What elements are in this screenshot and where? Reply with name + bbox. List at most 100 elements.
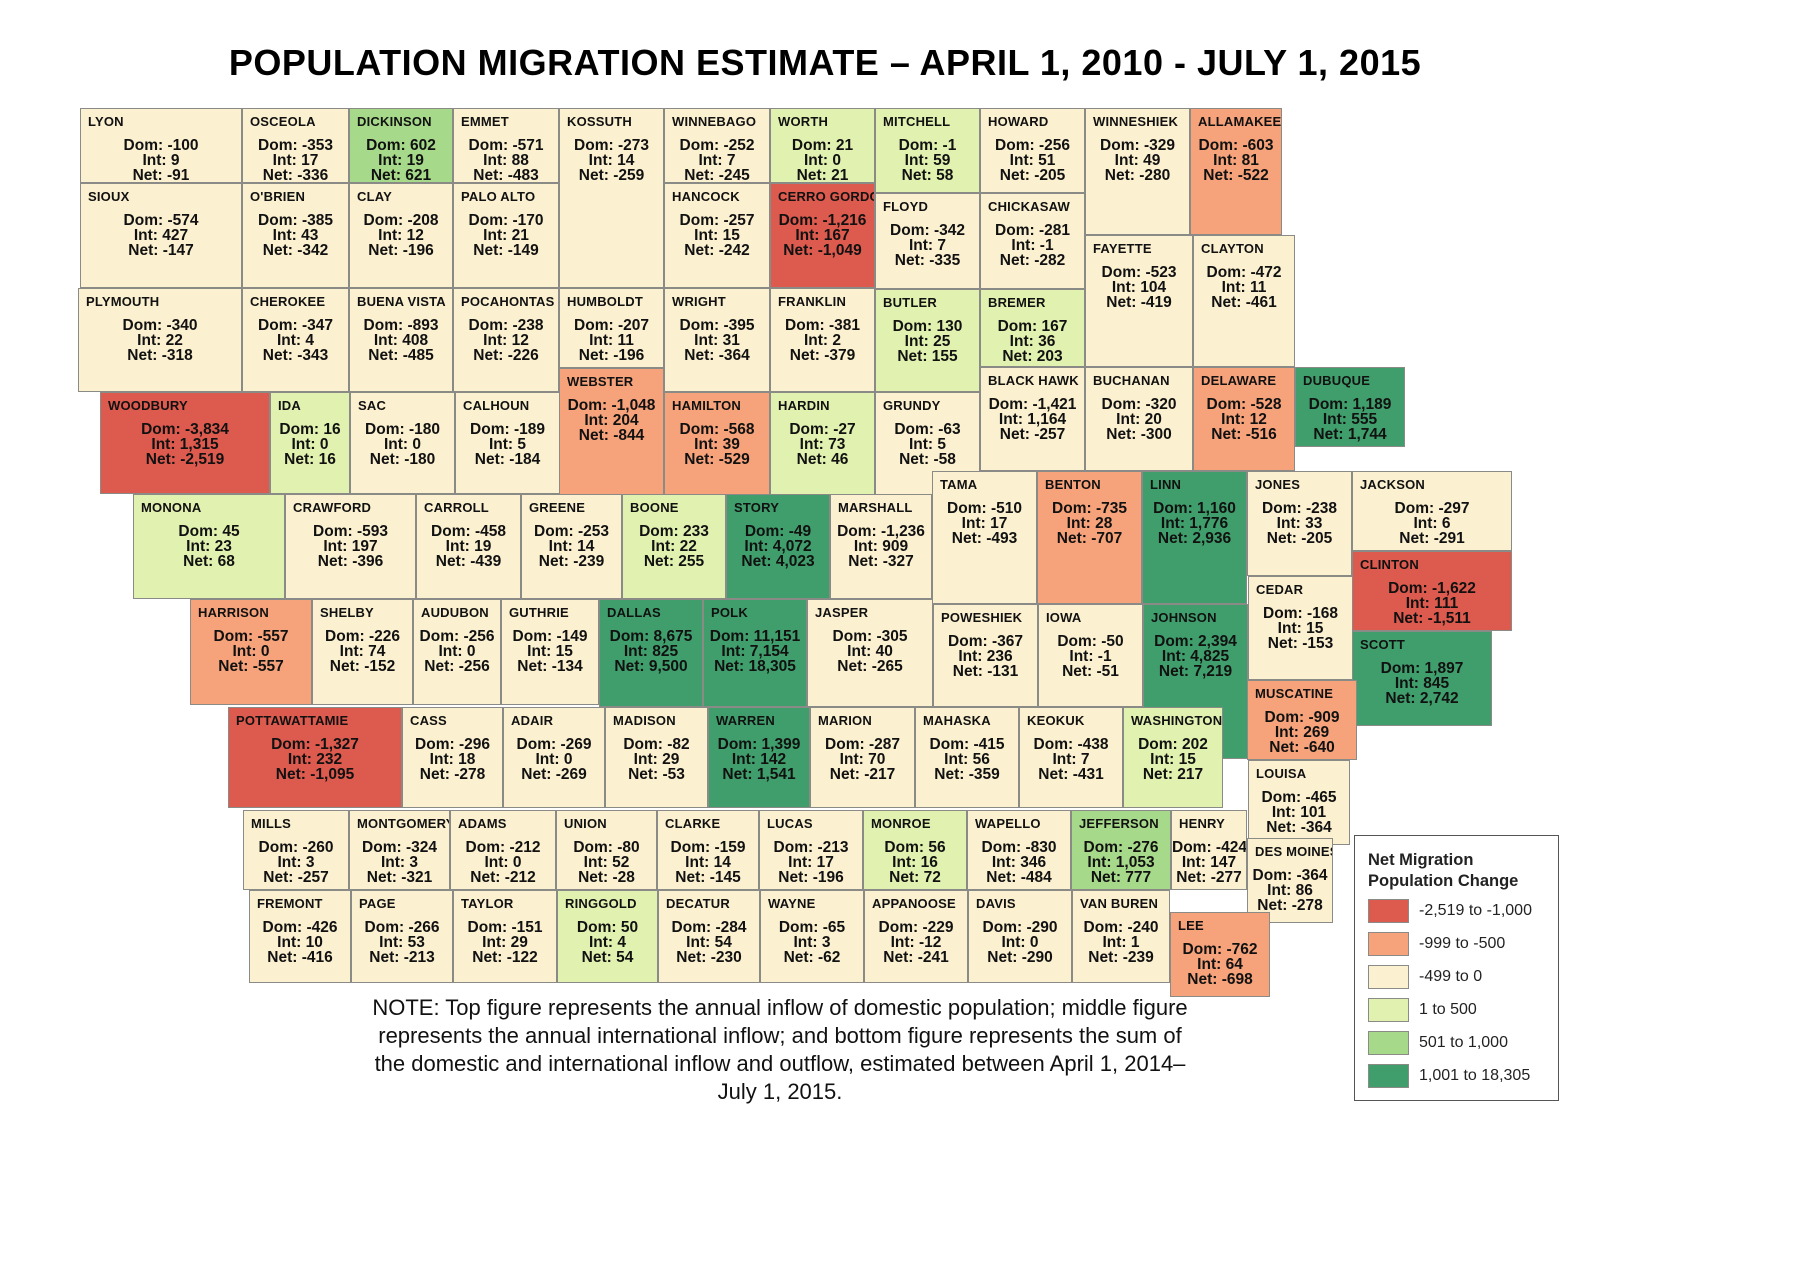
- county-net-value: Net: -280: [1104, 167, 1171, 184]
- county-name: DAVIS: [976, 896, 1016, 911]
- county-int-value: Int: 51: [1009, 152, 1056, 169]
- county-int-value: Int: 0: [803, 152, 842, 169]
- county-marshall: MARSHALL Dom: -1,236 Int: 909 Net: -327: [830, 494, 932, 599]
- county-net-value: Net: -28: [578, 869, 635, 886]
- county-net-value: Net: -522: [1203, 167, 1269, 184]
- county-int-value: Int: 4,825: [1161, 648, 1230, 665]
- county-int-value: Int: 1,164: [998, 411, 1067, 428]
- county-name: MADISON: [613, 713, 676, 728]
- county-figures: Dom: -568 Int: 39 Net: -529: [665, 422, 769, 468]
- county-int-value: Int: 825: [623, 643, 679, 660]
- county-jones: JONES Dom: -238 Int: 33 Net: -205: [1247, 471, 1352, 576]
- county-name: DES MOINES: [1255, 844, 1333, 859]
- county-sac: SAC Dom: -180 Int: 0 Net: -180: [350, 392, 455, 494]
- county-net-value: Net: -516: [1211, 426, 1277, 443]
- county-name: MAHASKA: [923, 713, 991, 728]
- county-dom-value: Dom: -238: [468, 317, 544, 334]
- county-dom-value: Dom: -80: [573, 839, 640, 856]
- county-figures: Dom: -324 Int: 3 Net: -321: [350, 840, 449, 886]
- county-name: WINNESHIEK: [1093, 114, 1179, 129]
- county-dom-value: Dom: -256: [419, 628, 495, 645]
- county-int-value: Int: 6: [1413, 515, 1451, 532]
- county-dom-value: Dom: -329: [1100, 137, 1175, 154]
- county-int-value: Int: 0: [1001, 934, 1039, 951]
- county-int-value: Int: 0: [535, 751, 573, 768]
- county-figures: Dom: -395 Int: 31 Net: -364: [665, 318, 769, 364]
- county-int-value: Int: 39: [694, 436, 740, 453]
- county-net-value: Net: -196: [578, 347, 645, 364]
- county-dom-value: Dom: -3,834: [141, 421, 229, 438]
- county-dom-value: Dom: -320: [1101, 396, 1177, 413]
- county-net-value: Net: -205: [1266, 530, 1333, 547]
- county-net-value: Net: -256: [424, 658, 490, 675]
- legend-label: -999 to -500: [1419, 935, 1506, 952]
- county-figures: Dom: 2,394 Int: 4,825 Net: 7,219: [1144, 633, 1247, 680]
- county-figures: Dom: -63 Int: 5 Net: -58: [876, 421, 979, 468]
- county-int-value: Int: 7: [698, 152, 736, 169]
- county-dom-value: Dom: -100: [123, 137, 199, 154]
- county-page: PAGE Dom: -266 Int: 53 Net: -213: [351, 890, 453, 983]
- county-mills: MILLS Dom: -260 Int: 3 Net: -257: [243, 810, 349, 890]
- county-name: IOWA: [1046, 610, 1082, 625]
- county-greene: GREENE Dom: -253 Int: 14 Net: -239: [521, 494, 622, 599]
- county-lyon: LYON Dom: -100 Int: 9 Net: -91: [80, 108, 242, 183]
- county-name: HUMBOLDT: [567, 294, 643, 309]
- county-dom-value: Dom: 2,394: [1154, 633, 1237, 650]
- county-dom-value: Dom: -523: [1101, 264, 1177, 281]
- county-net-value: Net: -439: [435, 553, 502, 570]
- county-montgomery: MONTGOMERY Dom: -324 Int: 3 Net: -321: [349, 810, 450, 890]
- county-net-value: Net: -483: [473, 167, 539, 183]
- county-buena-vista: BUENA VISTA Dom: -893 Int: 408 Net: -485: [349, 288, 453, 392]
- county-net-value: Net: 58: [901, 167, 954, 184]
- county-dom-value: Dom: -1,622: [1388, 580, 1476, 597]
- county-name: TAMA: [940, 477, 978, 492]
- county-name: LOUISA: [1256, 766, 1307, 781]
- county-figures: Dom: -253 Int: 14 Net: -239: [522, 524, 621, 570]
- county-name: POLK: [711, 605, 748, 620]
- county-figures: Dom: -256 Int: 0 Net: -256: [414, 628, 500, 675]
- county-howard: HOWARD Dom: -256 Int: 51 Net: -205: [980, 108, 1085, 193]
- county-dom-value: Dom: -528: [1206, 396, 1282, 413]
- county-figures: Dom: -1 Int: 59 Net: 58: [876, 138, 979, 184]
- county-net-value: Net: 1,744: [1313, 426, 1387, 443]
- county-net-value: Net: -147: [128, 242, 194, 259]
- county-name: FRANKLIN: [778, 294, 847, 309]
- county-int-value: Int: 236: [958, 648, 1013, 665]
- county-name: MILLS: [251, 816, 291, 831]
- county-hamilton: HAMILTON Dom: -568 Int: 39 Net: -529: [664, 392, 770, 496]
- county-net-value: Net: -149: [473, 242, 539, 259]
- county-name: OSCEOLA: [250, 114, 316, 129]
- county-net-value: Net: -844: [578, 427, 645, 444]
- county-figures: Dom: -226 Int: 74 Net: -152: [313, 629, 412, 675]
- county-figures: Dom: -257 Int: 15 Net: -242: [665, 213, 769, 259]
- county-winnebago: WINNEBAGO Dom: -252 Int: 7 Net: -245: [664, 108, 770, 183]
- county-ida: IDA Dom: 16 Int: 0 Net: 16: [270, 392, 350, 494]
- county-figures: Dom: -1,622 Int: 111 Net: -1,511: [1353, 580, 1511, 627]
- county-int-value: Int: 111: [1405, 595, 1459, 612]
- county-figures: Dom: 16 Int: 0 Net: 16: [271, 422, 349, 468]
- county-figures: Dom: -276 Int: 1,053 Net: 777: [1072, 840, 1170, 886]
- county-dom-value: Dom: -180: [365, 421, 440, 438]
- county-dom-value: Dom: -207: [574, 317, 649, 334]
- county-net-value: Net: 9,500: [614, 658, 688, 675]
- county-int-value: Int: 408: [373, 332, 429, 349]
- county-dom-value: Dom: 1,399: [717, 736, 801, 753]
- county-figures: Dom: -281 Int: -1 Net: -282: [981, 223, 1084, 269]
- county-dom-value: Dom: -63: [894, 421, 961, 438]
- county-name: HENRY: [1179, 816, 1226, 831]
- county-int-value: Int: 555: [1322, 411, 1378, 428]
- county-des-moines: DES MOINES Dom: -364 Int: 86 Net: -278: [1247, 838, 1333, 923]
- county-net-value: Net: -91: [132, 167, 190, 183]
- county-name: WEBSTER: [567, 374, 634, 389]
- county-dom-value: Dom: -82: [623, 736, 690, 753]
- county-name: TAYLOR: [461, 896, 514, 911]
- county-int-value: Int: 142: [731, 751, 787, 768]
- county-dom-value: Dom: -472: [1206, 264, 1282, 281]
- county-dom-value: Dom: 1,897: [1380, 660, 1464, 677]
- county-int-value: Int: 3: [380, 854, 419, 871]
- county-dom-value: Dom: -762: [1182, 941, 1258, 958]
- county-name: JASPER: [815, 605, 869, 620]
- county-dom-value: Dom: -159: [670, 839, 746, 856]
- county-emmet: EMMET Dom: -571 Int: 88 Net: -483: [453, 108, 559, 183]
- county-figures: Dom: -735 Int: 28 Net: -707: [1038, 501, 1141, 547]
